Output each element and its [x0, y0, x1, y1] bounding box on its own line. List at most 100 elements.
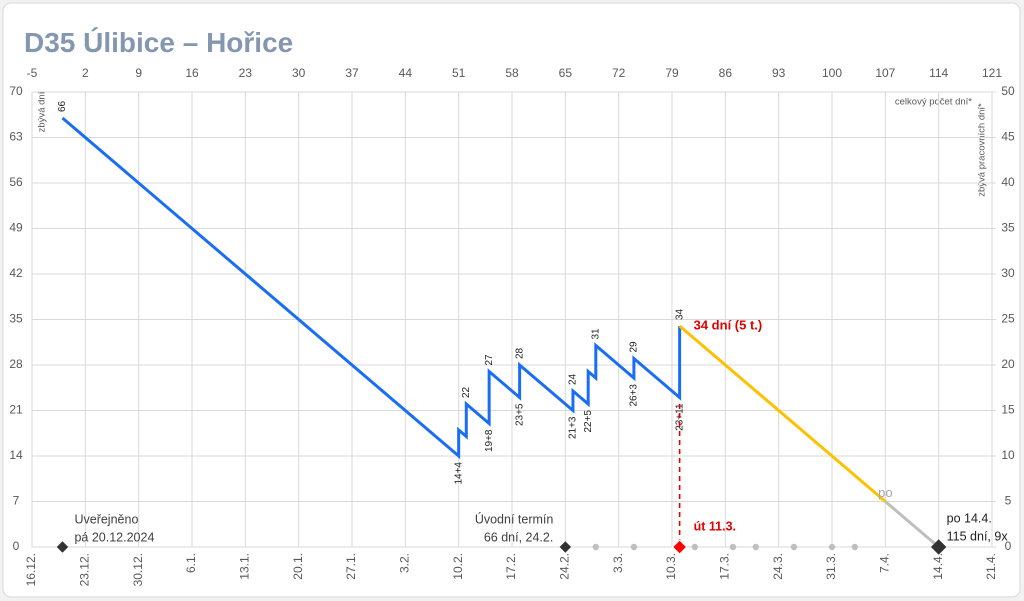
marker: [56, 541, 69, 553]
x-date-label: 21.4.: [984, 553, 998, 580]
value-label: 28: [514, 347, 525, 359]
x-date-label: 30.12.: [131, 553, 145, 586]
x2-tick-label: 114: [929, 66, 948, 80]
x2-tick-label: 2: [82, 66, 89, 80]
x-date-label: 6.1.: [184, 553, 198, 573]
series-label: po: [878, 485, 892, 500]
marker: [671, 539, 688, 555]
day-dot: [752, 543, 760, 551]
y2-axis-label: zbývá pracovních dní*: [977, 103, 988, 197]
value-label: 24: [568, 373, 579, 385]
x-date-label: 23.12.: [78, 553, 92, 586]
y2-tick-label: 35: [1001, 221, 1015, 235]
y2-tick-label: 5: [1005, 494, 1012, 508]
marker: [930, 539, 947, 555]
x-date-label: 17.2.: [504, 553, 518, 580]
x-date-label: 17.3.: [718, 553, 732, 580]
x2-tick-label: 121: [982, 66, 1002, 80]
line-series: [884, 500, 940, 549]
y2-tick-label: 10: [1001, 448, 1015, 462]
x-date-label: 3.2.: [398, 553, 412, 573]
day-dot: [630, 543, 638, 551]
x2-tick-label: 51: [452, 66, 466, 80]
y2-tick-label: 45: [1001, 130, 1015, 144]
line-series: [61, 116, 682, 460]
y2-tick-label: 15: [1001, 403, 1015, 417]
x2-tick-label: 72: [612, 66, 626, 80]
day-dot: [592, 543, 600, 551]
value-label: 27: [484, 354, 495, 366]
x2-tick-label: 93: [772, 66, 786, 80]
value-label: 22: [461, 386, 472, 398]
day-dot: [828, 543, 836, 551]
x-date-label: 3.3.: [611, 553, 625, 573]
y-tick-label: 35: [9, 312, 23, 326]
x2-tick-label: 23: [239, 66, 253, 80]
value-label: 21+3: [568, 416, 579, 439]
y-tick-label: 42: [9, 266, 23, 280]
day-dot: [790, 543, 798, 551]
y-tick-label: 63: [9, 130, 23, 144]
y-tick-label: 14: [9, 448, 23, 462]
value-label: 23+5: [514, 403, 525, 426]
value-label: 34: [674, 308, 685, 320]
x2-axis-label: celkový počet dní*: [895, 97, 972, 108]
x2-tick-label: 9: [135, 66, 142, 80]
x2-tick-label: 107: [875, 66, 895, 80]
chart-title: D35 Úlibice – Hořice: [24, 27, 293, 58]
y2-tick-label: 25: [1001, 312, 1015, 326]
y-axis-label: zbývá dní: [37, 91, 48, 132]
x-date-label: 16.12.: [24, 553, 38, 586]
y2-tick-label: 0: [1005, 539, 1012, 553]
x-date-label: 20.1.: [291, 553, 305, 580]
marker-label: 115 dní, 9x: [947, 529, 1009, 543]
y-tick-label: 49: [9, 221, 23, 235]
y2-tick-label: 30: [1001, 266, 1015, 280]
x-date-label: 10.2.: [451, 553, 465, 580]
plot-frame: [31, 91, 993, 548]
marker-label: 66 dní, 24.2.: [484, 530, 554, 544]
value-label: 14+4: [453, 462, 464, 485]
value-label: 22+5: [583, 410, 594, 433]
x2-tick-label: 65: [559, 66, 573, 80]
y-tick-label: 0: [13, 539, 20, 553]
x-date-label: 13.1.: [238, 553, 252, 580]
x2-tick-label: 44: [399, 66, 413, 80]
series-label: 34 dní (5 t.): [694, 317, 763, 332]
marker-label: Úvodní termín: [475, 511, 554, 526]
marker: [559, 541, 572, 553]
marker-label: Uveřejněno: [74, 512, 138, 526]
y2-tick-label: 20: [1001, 357, 1015, 371]
x2-tick-label: -5: [27, 66, 38, 80]
value-label: 19+8: [484, 429, 495, 452]
day-dot: [851, 543, 859, 551]
x2-tick-label: 37: [345, 66, 359, 80]
x-date-label: 14.4.: [931, 553, 945, 580]
value-label: 31: [590, 328, 601, 340]
day-dot: [691, 543, 699, 551]
x2-tick-label: 86: [719, 66, 733, 80]
x2-tick-label: 79: [665, 66, 679, 80]
value-label: 66: [57, 100, 68, 112]
y-tick-label: 7: [13, 494, 20, 508]
y-tick-label: 56: [9, 175, 23, 189]
value-label: 26+3: [629, 384, 640, 407]
x2-tick-label: 100: [822, 66, 842, 80]
x-date-label: 10.3.: [664, 553, 678, 580]
marker-label: pá 20.12.2024: [74, 530, 154, 544]
value-label: 29: [629, 341, 640, 353]
x-date-label: 31.3.: [824, 553, 838, 580]
x-date-label: 24.3.: [771, 553, 785, 580]
y-tick-label: 21: [9, 403, 23, 417]
x2-tick-label: 16: [185, 66, 199, 80]
y-tick-label: 70: [9, 84, 23, 98]
marker-label: út 11.3.: [694, 519, 736, 533]
x2-tick-label: 58: [505, 66, 519, 80]
x2-tick-label: 30: [292, 66, 306, 80]
y-tick-label: 28: [9, 357, 23, 371]
line-series: [678, 324, 887, 503]
x-date-label: 24.2.: [558, 553, 572, 580]
marker-label: po 14.4.: [947, 511, 992, 525]
x-date-label: 7.4.: [878, 553, 892, 573]
